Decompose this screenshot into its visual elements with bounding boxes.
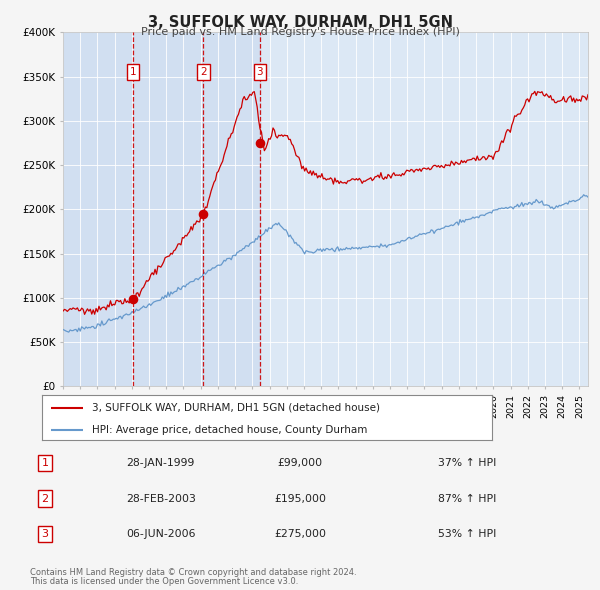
- Text: HPI: Average price, detached house, County Durham: HPI: Average price, detached house, Coun…: [92, 425, 367, 435]
- Bar: [63, 32, 260, 386]
- Text: 3, SUFFOLK WAY, DURHAM, DH1 5GN: 3, SUFFOLK WAY, DURHAM, DH1 5GN: [148, 15, 452, 30]
- Text: £99,000: £99,000: [277, 458, 323, 468]
- Text: 3: 3: [256, 67, 263, 77]
- Text: 28-JAN-1999: 28-JAN-1999: [126, 458, 194, 468]
- Text: £275,000: £275,000: [274, 529, 326, 539]
- Point: [199, 209, 208, 219]
- Point: [255, 139, 265, 148]
- Text: 53% ↑ HPI: 53% ↑ HPI: [438, 529, 496, 539]
- Point: [128, 294, 138, 304]
- Text: 3, SUFFOLK WAY, DURHAM, DH1 5GN (detached house): 3, SUFFOLK WAY, DURHAM, DH1 5GN (detache…: [92, 403, 380, 412]
- Text: 2: 2: [200, 67, 207, 77]
- Text: 06-JUN-2006: 06-JUN-2006: [126, 529, 196, 539]
- Text: 37% ↑ HPI: 37% ↑ HPI: [438, 458, 496, 468]
- Text: 1: 1: [41, 458, 49, 468]
- Text: This data is licensed under the Open Government Licence v3.0.: This data is licensed under the Open Gov…: [30, 577, 298, 586]
- Text: Price paid vs. HM Land Registry's House Price Index (HPI): Price paid vs. HM Land Registry's House …: [140, 27, 460, 37]
- Text: £195,000: £195,000: [274, 494, 326, 503]
- Text: 2: 2: [41, 494, 49, 503]
- Text: 1: 1: [130, 67, 136, 77]
- Text: Contains HM Land Registry data © Crown copyright and database right 2024.: Contains HM Land Registry data © Crown c…: [30, 568, 356, 576]
- Text: 87% ↑ HPI: 87% ↑ HPI: [438, 494, 496, 503]
- Text: 3: 3: [41, 529, 49, 539]
- Text: 28-FEB-2003: 28-FEB-2003: [126, 494, 196, 503]
